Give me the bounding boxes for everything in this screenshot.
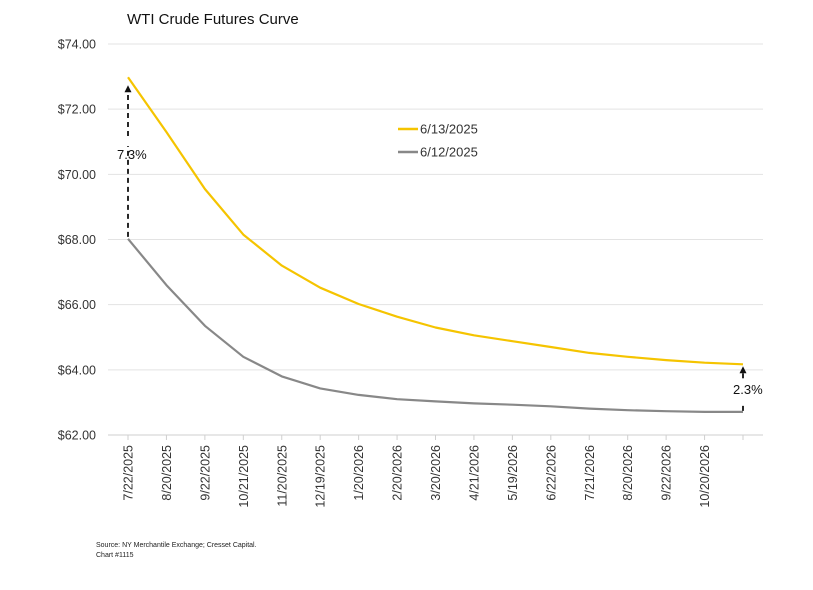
x-tick-label: 4/21/2026	[467, 445, 481, 501]
x-tick-label: 11/20/2025	[275, 445, 289, 507]
x-tick-label: 7/21/2026	[583, 445, 597, 501]
x-tick-label: 8/20/2026	[621, 445, 635, 501]
y-tick-label: $70.00	[58, 168, 96, 182]
chart-title: WTI Crude Futures Curve	[127, 11, 299, 28]
legend-label: 6/13/2025	[420, 122, 478, 137]
y-tick-label: $72.00	[58, 103, 96, 117]
x-tick-label: 5/19/2026	[506, 445, 520, 501]
x-tick-label: 12/19/2025	[314, 445, 328, 508]
x-tick-label: 10/20/2026	[698, 445, 712, 508]
x-tick-label: 3/20/2026	[429, 445, 443, 501]
y-tick-label: $74.00	[58, 38, 96, 52]
x-tick-label: 9/22/2026	[660, 445, 674, 501]
source-line: Source: NY Merchantile Exchange; Cresset…	[96, 542, 257, 549]
x-tick-label: 2/20/2026	[391, 445, 405, 501]
annotation-label: 7.3%	[117, 147, 147, 162]
series-line-6/13/2025	[127, 76, 744, 366]
x-tick-label: 7/22/2025	[122, 445, 136, 501]
annotation-arrowhead	[739, 366, 747, 374]
annotation-label: 2.3%	[733, 382, 763, 397]
x-tick-label: 10/21/2025	[237, 445, 251, 508]
legend-label: 6/12/2025	[420, 145, 478, 160]
series-line-6/12/2025	[127, 238, 743, 413]
x-tick-label: 9/22/2025	[198, 445, 212, 501]
y-tick-label: $68.00	[58, 233, 96, 247]
x-tick-label: 1/20/2026	[352, 445, 366, 501]
chart-number: Chart #1115	[96, 552, 134, 559]
source-note: Source: NY Merchantile Exchange; Cresset…	[96, 541, 257, 561]
x-tick-label: 8/20/2025	[160, 445, 174, 501]
annotation-arrowhead	[124, 85, 132, 93]
y-tick-label: $66.00	[58, 298, 96, 312]
y-tick-label: $64.00	[58, 363, 96, 377]
x-tick-label: 6/22/2026	[544, 445, 558, 501]
y-tick-label: $62.00	[58, 429, 96, 443]
